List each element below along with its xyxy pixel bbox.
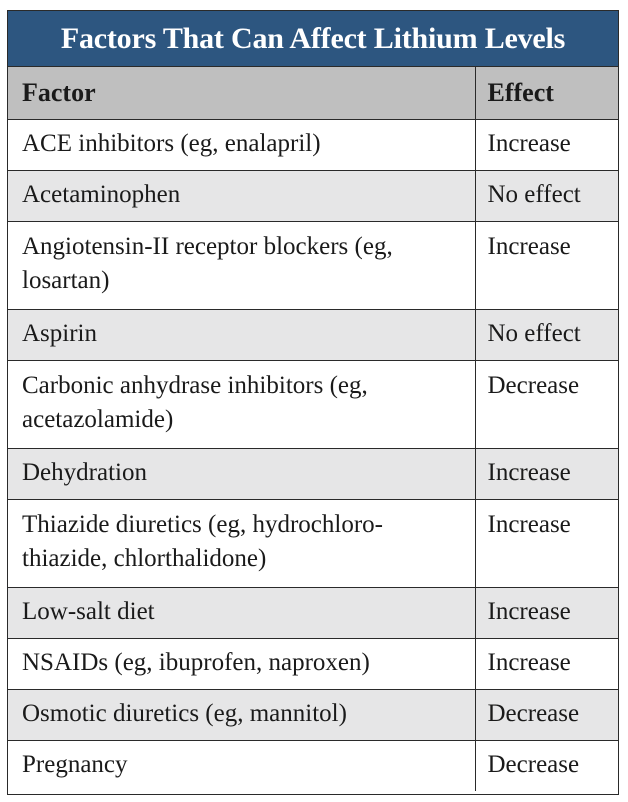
table-row: Osmotic diuretics (eg, mannitol) Decreas… [8,689,618,741]
factor-cell: NSAIDs (eg, ibuprofen, naproxen) [8,638,475,690]
factor-cell: Osmotic diuretics (eg, mannitol) [8,689,475,741]
factor-cell: Pregnancy [22,750,128,778]
factor-cell: ACE inhibitors (eg, enalapril) [8,119,475,171]
effect-cell: No effect [474,309,618,361]
header-row: Factor Effect [8,67,618,120]
lithium-factors-table: Factors That Can Affect Lithium Levels F… [7,10,619,795]
effect-cell: Decrease [474,740,618,791]
table-row: Carbonic anhydrase inhibitors (eg, aceta… [8,360,618,449]
factors-grid: Factor Effect ACE inhibitors (eg, enalap… [8,67,618,791]
table-row: Pregnancy Decrease [8,740,618,791]
factor-cell: Dehydration [8,448,475,500]
factor-cell: Low-salt diet [8,587,475,639]
factor-cell: Acetaminophen [8,170,475,222]
factor-cell: Thiazide diuretics (eg, hydrochloro-thia… [8,499,475,588]
table-title: Factors That Can Affect Lithium Levels [8,11,618,67]
factor-column-header: Factor [8,67,475,120]
effect-cell: Increase [474,448,618,500]
table-row: Thiazide diuretics (eg, hydrochloro-thia… [8,499,618,588]
effect-cell: No effect [474,170,618,222]
effect-cell: Decrease [474,360,618,449]
factor-cell: Carbonic anhydrase inhibitors (eg, aceta… [8,360,475,449]
effect-cell: Increase [474,499,618,588]
effect-column-header: Effect [474,67,618,120]
table-row: Angiotensin-II receptor blockers (eg, lo… [8,221,618,310]
factor-cell: Aspirin [8,309,475,361]
effect-cell: Increase [474,119,618,171]
factor-cell: Angiotensin-II receptor blockers (eg, lo… [8,221,475,310]
table-row: ACE inhibitors (eg, enalapril) Increase [8,119,618,171]
table-row: Dehydration Increase [8,448,618,500]
effect-cell: Increase [474,587,618,639]
effect-cell: Increase [474,638,618,690]
effect-cell: Increase [474,221,618,310]
table-row: Acetaminophen No effect [8,170,618,222]
effect-cell: Decrease [474,689,618,741]
table-row: Aspirin No effect [8,309,618,361]
table-row: NSAIDs (eg, ibuprofen, naproxen) Increas… [8,638,618,690]
table-row: Low-salt diet Increase [8,587,618,639]
